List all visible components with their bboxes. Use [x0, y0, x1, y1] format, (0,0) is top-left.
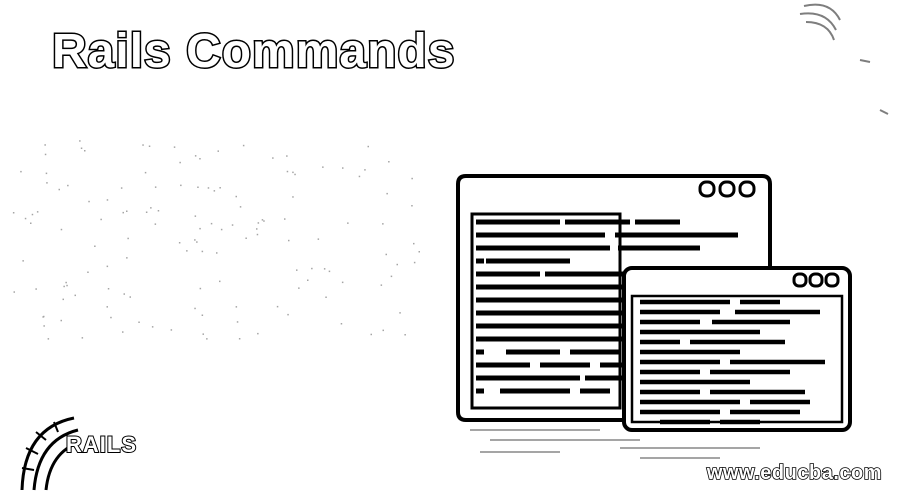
window-buttons — [698, 180, 756, 198]
rails-logo-icon — [20, 416, 81, 491]
window-buttons-front — [792, 272, 840, 288]
logo-wordmark: RAILS — [65, 431, 137, 458]
page-title: Rails Commands — [50, 25, 456, 78]
watermark-text: www.educba.com — [706, 461, 882, 485]
rails-logo: RAILS — [14, 398, 154, 498]
